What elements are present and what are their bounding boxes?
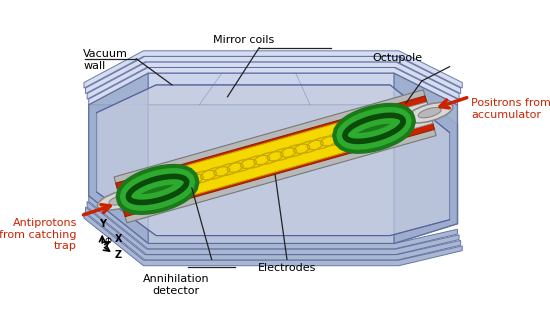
Polygon shape	[86, 207, 461, 260]
Ellipse shape	[347, 125, 376, 138]
Polygon shape	[89, 67, 458, 105]
Polygon shape	[89, 73, 148, 244]
Text: Vacuum
wall: Vacuum wall	[83, 49, 128, 71]
Polygon shape	[87, 202, 459, 255]
Polygon shape	[97, 85, 449, 236]
Text: Z: Z	[115, 250, 122, 260]
Polygon shape	[116, 96, 435, 217]
Text: X: X	[115, 234, 123, 244]
Text: Φ: Φ	[104, 237, 112, 246]
Polygon shape	[87, 62, 459, 99]
Ellipse shape	[356, 130, 367, 134]
Polygon shape	[89, 196, 458, 249]
Text: Octupole: Octupole	[373, 53, 423, 63]
Polygon shape	[84, 51, 462, 88]
Text: Antiprotons
from catching
trap: Antiprotons from catching trap	[0, 218, 77, 251]
Ellipse shape	[406, 102, 453, 123]
Polygon shape	[184, 117, 366, 195]
Text: Mirror coils: Mirror coils	[213, 35, 274, 45]
Polygon shape	[86, 56, 461, 94]
Ellipse shape	[97, 190, 144, 210]
Polygon shape	[114, 90, 436, 223]
Text: Y: Y	[98, 219, 106, 229]
Polygon shape	[89, 73, 458, 105]
Polygon shape	[89, 73, 458, 244]
Text: Positrons from
accumulator: Positrons from accumulator	[471, 98, 550, 120]
Polygon shape	[394, 73, 458, 244]
Polygon shape	[117, 102, 433, 211]
Text: Electrodes: Electrodes	[258, 263, 316, 273]
Text: Annihilation
detector: Annihilation detector	[142, 275, 209, 296]
Ellipse shape	[418, 108, 441, 118]
Polygon shape	[84, 213, 462, 266]
Ellipse shape	[109, 195, 132, 205]
